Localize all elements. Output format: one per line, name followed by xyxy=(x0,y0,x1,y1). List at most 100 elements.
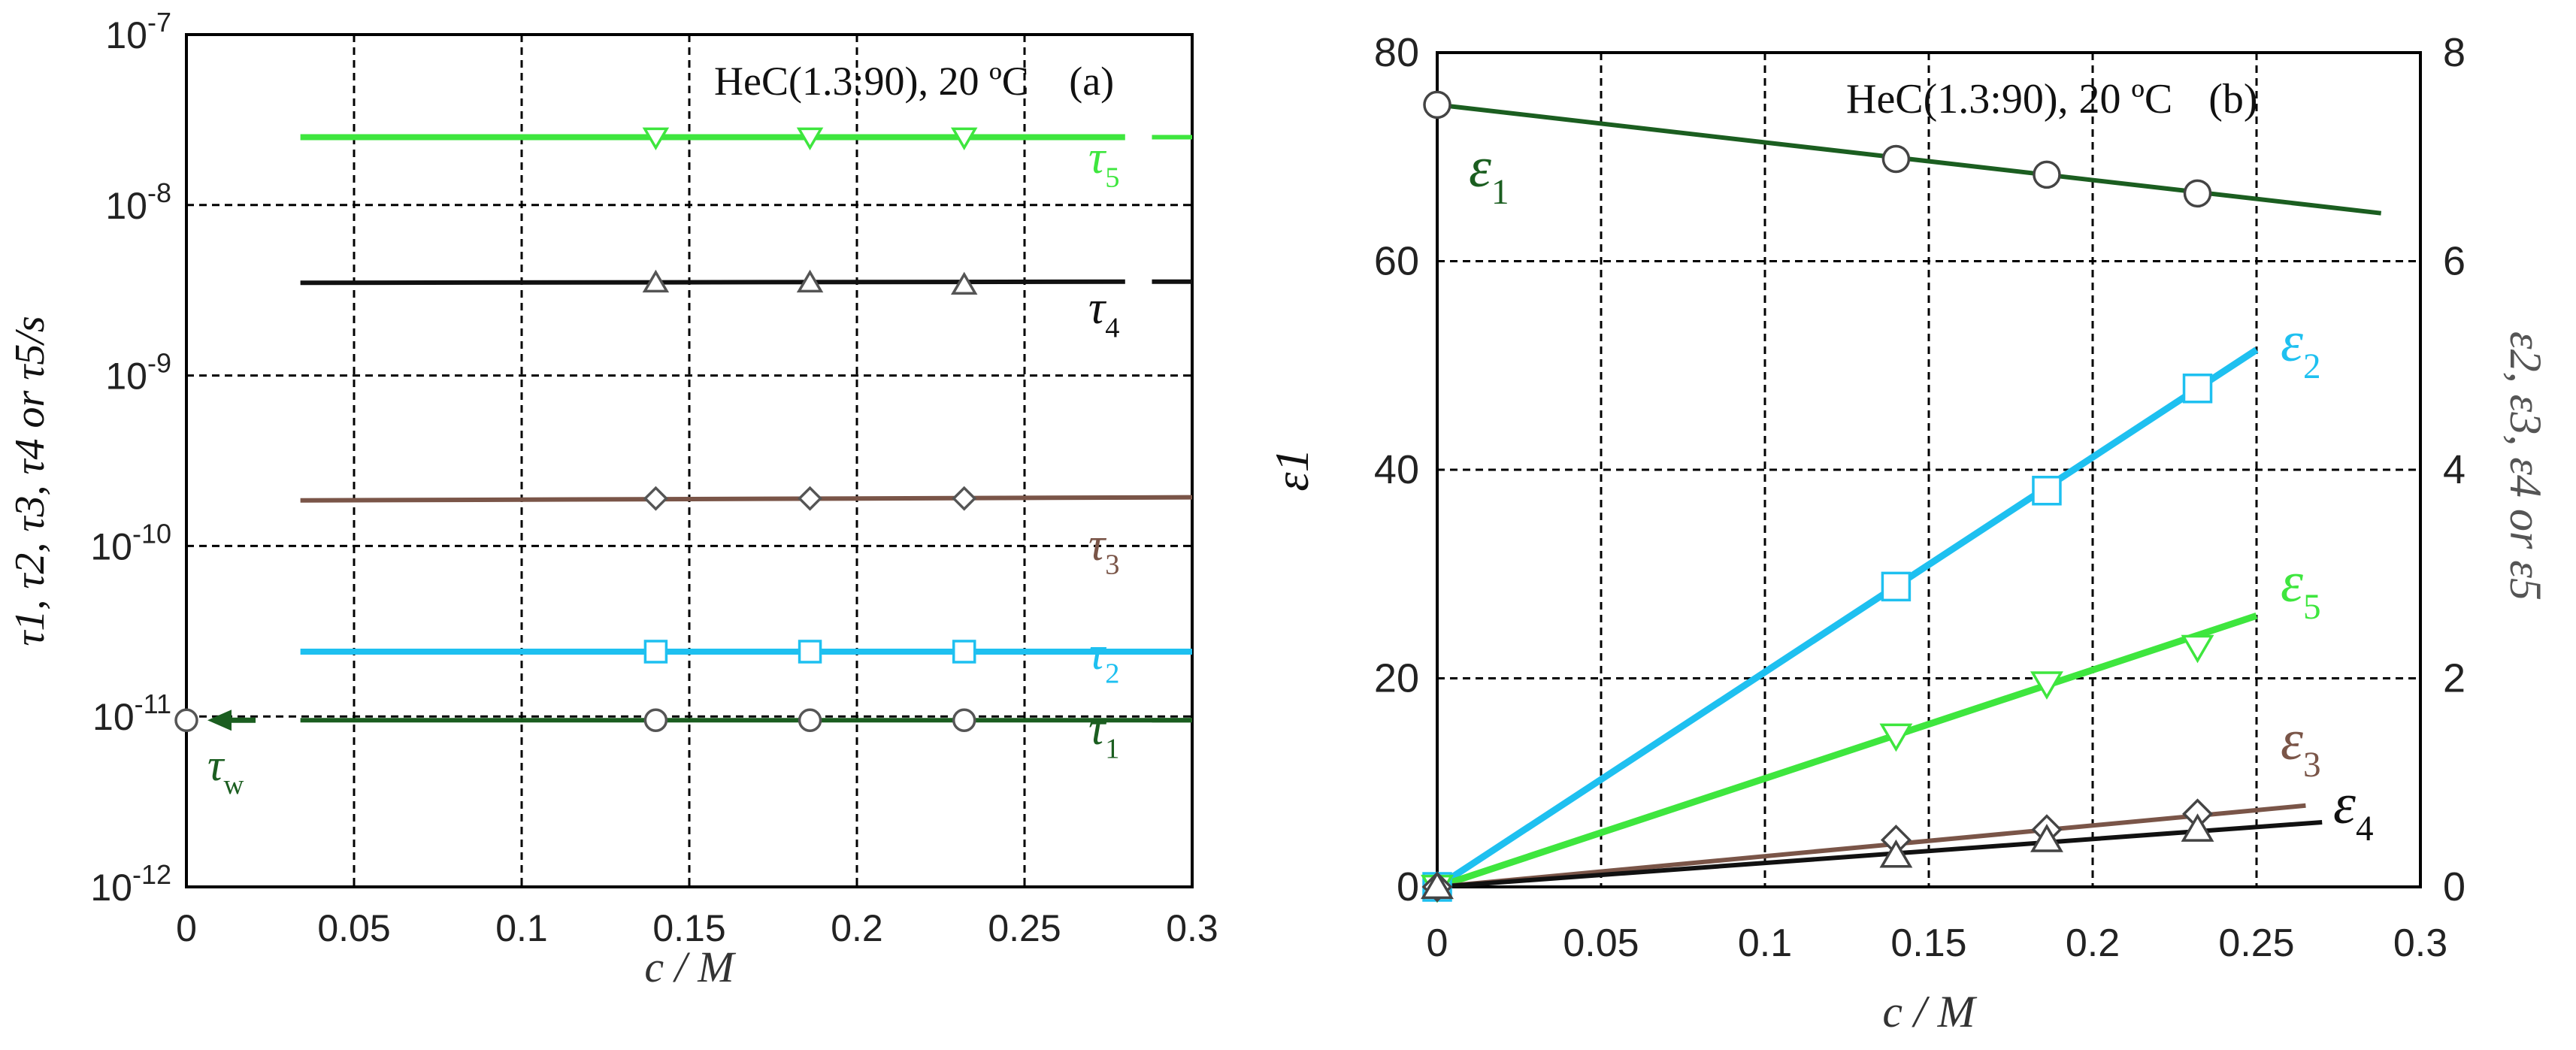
panel-a-y-tick-exponent: -7 xyxy=(147,7,171,38)
panel-a-series-label-tau1-symbol: τ xyxy=(1088,704,1107,755)
panel-a-point-tau3 xyxy=(952,486,977,511)
panel-b-title-text: HeC(1.3:90), 20 ºC xyxy=(1846,76,2172,123)
panel-b-grid xyxy=(1437,53,2420,887)
panel-b-x-tick-label: 0.2 xyxy=(2066,921,2120,965)
panel-b-y-tick-label-right: 6 xyxy=(2443,239,2466,284)
panel-b-y-tick-label-left: 20 xyxy=(1374,656,1419,701)
panel-a-tauw-arrowhead xyxy=(207,710,232,731)
panel-b-series-label-eps3-subscript: 3 xyxy=(2303,746,2321,785)
panel-a-point-tau5 xyxy=(950,127,978,151)
panel-b-series-label-eps5-subscript: 5 xyxy=(2303,588,2321,627)
panel-b-fit-line-eps3 xyxy=(1436,803,2306,889)
panel-b-fit-line-eps4 xyxy=(1436,819,2323,889)
panel-a-y-tick-label: 10-9 xyxy=(105,348,171,398)
panel-a-point-tau1 xyxy=(643,708,668,733)
panel-a-annotation-tauw-subscript: w xyxy=(223,770,244,800)
panel-a-point-tau2 xyxy=(798,640,822,664)
panel-b: 0 0.05 0.1 0.15 0.2 0.25 0.3 0 20 40 60 80 0 2 4 6 8 ε… xyxy=(1265,30,2550,1036)
panel-b-point-eps2 xyxy=(1881,571,1912,602)
panel-b-point-eps5 xyxy=(2030,671,2063,700)
panel-b-x-tick-label: 0.1 xyxy=(1738,921,1792,965)
panel-a-y-tick-label: 10-7 xyxy=(105,7,171,56)
panel-b-point-eps4 xyxy=(1879,839,1913,868)
panel-b-points xyxy=(1421,90,2214,903)
panel-b-y-tick-label-left: 0 xyxy=(1397,864,1419,909)
panel-a-point-tau5 xyxy=(796,127,824,151)
panel-b-series-label-eps3-symbol: ε xyxy=(2281,709,2303,772)
panel-b-series-label-eps2: ε2 xyxy=(2281,310,2321,386)
panel-a-x-tick-label: 0.05 xyxy=(317,907,390,949)
panel-a-x-axis-label: c / M xyxy=(644,943,736,991)
panel-b-y-tick-label-left: 40 xyxy=(1374,447,1419,492)
panel-b-y-tick-label-right: 8 xyxy=(2443,30,2466,75)
panel-b-point-eps4 xyxy=(2030,824,2063,852)
panel-a-series-label-tau2: τ2 xyxy=(1088,628,1119,690)
panel-a-plot-frame xyxy=(185,33,1194,888)
panel-a-x-tick-label: 0.15 xyxy=(652,907,725,949)
panel-a-point-tauw xyxy=(174,708,198,733)
panel-a-series-label-tau3: τ3 xyxy=(1088,519,1119,581)
panel-b-x-tick-label: 0 xyxy=(1427,921,1448,965)
panel-a-series-label-tau1-subscript: 1 xyxy=(1105,734,1119,765)
panel-b-title: HeC(1.3:90), 20 ºC (b) xyxy=(1846,76,2258,123)
panel-b-y-tick-label-left: 80 xyxy=(1374,30,1419,75)
panel-b-fit-lines xyxy=(1435,102,2382,891)
panel-a-series-label-tau4-subscript: 4 xyxy=(1105,313,1119,344)
panel-a-y-tick-exponent: -8 xyxy=(147,177,171,208)
panel-a-points xyxy=(174,127,978,733)
panel-a-y-tick-label: 10-12 xyxy=(90,859,171,909)
panel-a-series-label-tau5: τ5 xyxy=(1088,132,1119,194)
panel-b-series-label-eps2-subscript: 2 xyxy=(2303,347,2321,386)
panel-b-x-axis-label: c / M xyxy=(1882,987,1977,1036)
panel-b-x-tick-label: 0.25 xyxy=(2218,921,2294,965)
panel-a-series-label-tau3-symbol: τ xyxy=(1088,519,1107,570)
panel-a-y-tick-base: 10 xyxy=(92,696,135,738)
panel-a-x-tick-label: 0 xyxy=(176,907,197,949)
panel-b-y-ticks-left: 0 20 40 60 80 xyxy=(1374,30,1419,909)
panel-a-x-tick-label: 0.25 xyxy=(988,907,1061,949)
panel-a-y-tick-base: 10 xyxy=(105,185,147,227)
panel-a-series-label-tau1: τ1 xyxy=(1088,704,1119,765)
panel-b-point-eps2 xyxy=(2032,476,2062,506)
panel-a-series-label-tau2-symbol: τ xyxy=(1088,628,1107,679)
panel-b-series-label-eps1-symbol: ε xyxy=(1469,136,1491,199)
panel-b-series-label-eps2-symbol: ε xyxy=(2281,310,2303,374)
panel-a-series-label-tau3-subscript: 3 xyxy=(1105,549,1119,581)
panel-a-y-tick-base: 10 xyxy=(105,14,147,56)
panel-a-grid xyxy=(186,35,1192,887)
panel-a-x-tick-label: 0.2 xyxy=(831,907,883,949)
panel-b-point-eps1 xyxy=(1423,90,1451,120)
panel-b-x-ticks: 0 0.05 0.1 0.15 0.2 0.25 0.3 xyxy=(1427,921,2448,965)
panel-a-y-tick-label: 10-8 xyxy=(105,177,171,227)
panel-b-series-label-eps3: ε3 xyxy=(2281,709,2321,785)
panel-a-point-tau4 xyxy=(642,269,670,293)
panel-a-point-tau1 xyxy=(952,708,976,733)
panel-b-point-eps4 xyxy=(1421,870,1454,900)
panel-a-y-tick-base: 10 xyxy=(90,867,132,909)
panel-a-annotation-tauw-symbol: τ xyxy=(207,740,226,790)
panel-a-point-tau4 xyxy=(796,269,824,293)
panel-a-y-tick-label: 10-10 xyxy=(90,518,171,567)
panel-a-fit-line-tau4 xyxy=(300,279,1125,286)
panel-b-point-eps1 xyxy=(1881,144,1911,174)
panel-a-point-tau3 xyxy=(643,486,668,511)
panel-a-y-tick-label: 10-11 xyxy=(92,688,171,738)
panel-a-series-label-tau2-subscript: 2 xyxy=(1105,658,1119,690)
panel-a-series-label-tau5-symbol: τ xyxy=(1088,132,1107,183)
panel-b-y-axis-label-left: ε1 xyxy=(1265,448,1318,491)
panel-b-y-tick-label-right: 2 xyxy=(2443,656,2466,701)
panel-b-x-tick-label: 0.15 xyxy=(1890,921,1966,965)
panel-b-y-tick-label-right: 4 xyxy=(2443,447,2466,492)
panel-a-annotation-tauw: τw xyxy=(207,740,244,800)
panel-b-series-label-eps1: ε1 xyxy=(1469,136,1509,212)
panel-b-point-eps5 xyxy=(2181,634,2214,664)
panel-a-fit-lines xyxy=(300,134,1193,723)
panel-a-title: HeC(1.3:90), 20 ºC (a) xyxy=(714,59,1114,104)
panel-b-series-label-eps4-subscript: 4 xyxy=(2356,809,2374,849)
panel-b-y-ticks-right: 0 2 4 6 8 xyxy=(2443,30,2466,909)
